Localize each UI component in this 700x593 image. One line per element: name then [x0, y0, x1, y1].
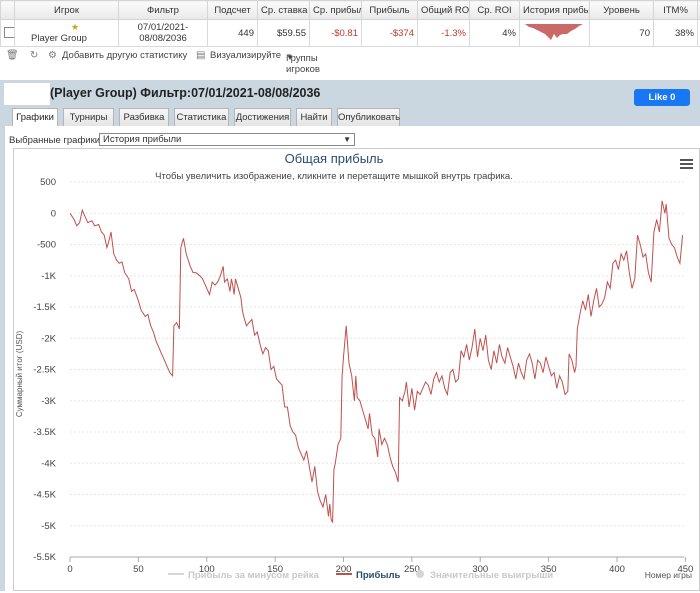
tab-breakdown[interactable]: Разбивка: [119, 108, 169, 127]
y-tick-label: -2.5K: [33, 365, 56, 376]
y-tick-label: -1K: [41, 271, 56, 282]
table-header-row: Игрок Фильтр Подсчет Ср. ставка Ср. приб…: [1, 1, 700, 20]
header-profit-history[interactable]: История прибыли: [520, 1, 590, 20]
avg-profit-cell: -$0.81: [310, 20, 362, 47]
visualize-icon: ▤: [196, 50, 205, 61]
tab-tournaments[interactable]: Турниры: [63, 108, 114, 127]
chart-menu-icon[interactable]: [680, 159, 693, 169]
filter-start: 07/01/2021-: [122, 22, 204, 33]
x-tick-label: 400: [609, 564, 625, 575]
add-stats-icon: ⚙: [48, 50, 57, 61]
medal-icon: ★: [71, 22, 79, 33]
facebook-like-button[interactable]: Like 0: [634, 89, 690, 106]
y-tick-label: 0: [51, 208, 56, 219]
tab-achievements[interactable]: Достижения: [234, 108, 291, 127]
y-tick-label: -4.5K: [33, 490, 56, 501]
player-name[interactable]: Player Group: [31, 33, 87, 44]
tab-publish[interactable]: Опубликовать: [337, 108, 400, 127]
tab-find[interactable]: Найти: [296, 108, 332, 127]
chart-select[interactable]: История прибыли ▼: [99, 133, 355, 146]
chart-title: Общая прибыль: [285, 151, 384, 166]
visualize-button[interactable]: Визуализируйте: [210, 50, 281, 61]
legend-item-significant-wins[interactable]: Значительные выигрыши: [416, 570, 553, 581]
level-cell: 70: [590, 20, 654, 47]
chevron-down-icon: ▼: [286, 53, 294, 62]
tab-statistics[interactable]: Статистика: [174, 108, 229, 127]
y-tick-label: -500: [37, 240, 56, 251]
legend-label-significant-wins: Значительные выигрыши: [430, 570, 553, 581]
row-checkbox-cell: [1, 20, 15, 47]
y-tick-label: 500: [40, 177, 56, 188]
x-tick-label: 50: [133, 564, 144, 575]
y-tick-label: -1.5K: [33, 302, 56, 313]
header-profit[interactable]: Прибыль: [362, 1, 418, 20]
header-total-roi[interactable]: Общий ROI: [418, 1, 470, 20]
title-redaction: [4, 83, 50, 105]
y-axis-label: Суммарный итог (USD): [15, 331, 24, 418]
y-axis-ticks: 500 0 -500 -1K -1.5K -2K -2.5K -3K -3.5K -4K -4.5K…: [33, 177, 56, 563]
y-tick-label: -5K: [41, 521, 56, 532]
profit-history-cell: [520, 20, 590, 47]
table-row: ★ Player Group 07/01/2021-08/08/2036 449…: [1, 20, 700, 47]
refresh-icon[interactable]: ↻: [30, 50, 38, 61]
avg-roi-cell: 4%: [470, 20, 520, 47]
filter-end: 08/08/2036: [122, 33, 204, 44]
like-label: Like 0: [649, 92, 676, 103]
delete-icon[interactable]: 🗑: [6, 50, 19, 61]
legend-label-profit-minus-rake: Прибыль за минусом рейка: [188, 570, 319, 581]
header-itm[interactable]: ITM%: [654, 1, 698, 20]
chart-legend: Прибыль за минусом рейка Прибыль Значите…: [168, 570, 553, 581]
header-check: [1, 1, 15, 20]
legend-label-profit: Прибыль: [356, 570, 400, 581]
x-tick-label: 0: [67, 564, 72, 575]
player-cell[interactable]: ★ Player Group: [15, 20, 119, 47]
count-cell: 449: [208, 20, 258, 47]
header-filter[interactable]: Фильтр: [119, 1, 208, 20]
sparkline-area: [525, 24, 583, 40]
y-tick-label: -3.5K: [33, 427, 56, 438]
table-toolbar: 🗑 ↻ ⚙ Добавить другую статистику ▤ Визуа…: [0, 47, 700, 65]
panel-title-bar: (Player Group) Фильтр:07/01/2021-08/08/2…: [0, 80, 700, 106]
profit-sparkline: [523, 22, 587, 42]
tab-graphs[interactable]: Графики: [12, 108, 58, 128]
chart-select-value: История прибыли: [103, 134, 181, 145]
y-tick-label: -3K: [41, 396, 56, 407]
series-line-profit: [70, 201, 683, 523]
header-avg-stake[interactable]: Ср. ставка: [258, 1, 310, 20]
y-tick-label: -5.5K: [33, 552, 56, 563]
chart-svg: 5000-500-1K-1.5K-2K-2.5K-3K-3.5K-4K-4.5K…: [14, 149, 699, 590]
graphs-panel: (Player Group) Фильтр:07/01/2021-08/08/2…: [0, 80, 700, 591]
panel-title: (Player Group) Фильтр:07/01/2021-08/08/2…: [50, 86, 320, 100]
header-count[interactable]: Подсчет: [208, 1, 258, 20]
header-player[interactable]: Игрок: [15, 1, 119, 20]
total-roi-cell: -1.3%: [418, 20, 470, 47]
header-avg-profit[interactable]: Ср. прибыль: [310, 1, 362, 20]
chart-subtitle: Чтобы увеличить изображение, кликните и …: [155, 171, 513, 182]
add-stats-button[interactable]: Добавить другую статистику: [62, 50, 187, 61]
stats-table: Игрок Фильтр Подсчет Ср. ставка Ср. приб…: [0, 0, 700, 47]
filter-cell: 07/01/2021-08/08/2036: [119, 20, 208, 47]
x-axis-label: Номер игры: [645, 570, 692, 580]
legend-item-profit-minus-rake[interactable]: Прибыль за минусом рейка: [168, 570, 319, 581]
y-tick-label: -2K: [41, 333, 56, 344]
y-tick-label: -4K: [41, 458, 56, 469]
row-checkbox[interactable]: [4, 27, 15, 38]
itm-cell: 38%: [654, 20, 698, 47]
profit-cell: -$374: [362, 20, 418, 47]
chevron-down-icon: ▼: [343, 134, 351, 145]
header-level[interactable]: Уровень: [590, 1, 654, 20]
chart-grid: [70, 182, 684, 557]
chart-select-label: Выбранные графики:: [9, 135, 103, 146]
avg-stake-cell: $59.55: [258, 20, 310, 47]
header-avg-roi[interactable]: Ср. ROI: [470, 1, 520, 20]
